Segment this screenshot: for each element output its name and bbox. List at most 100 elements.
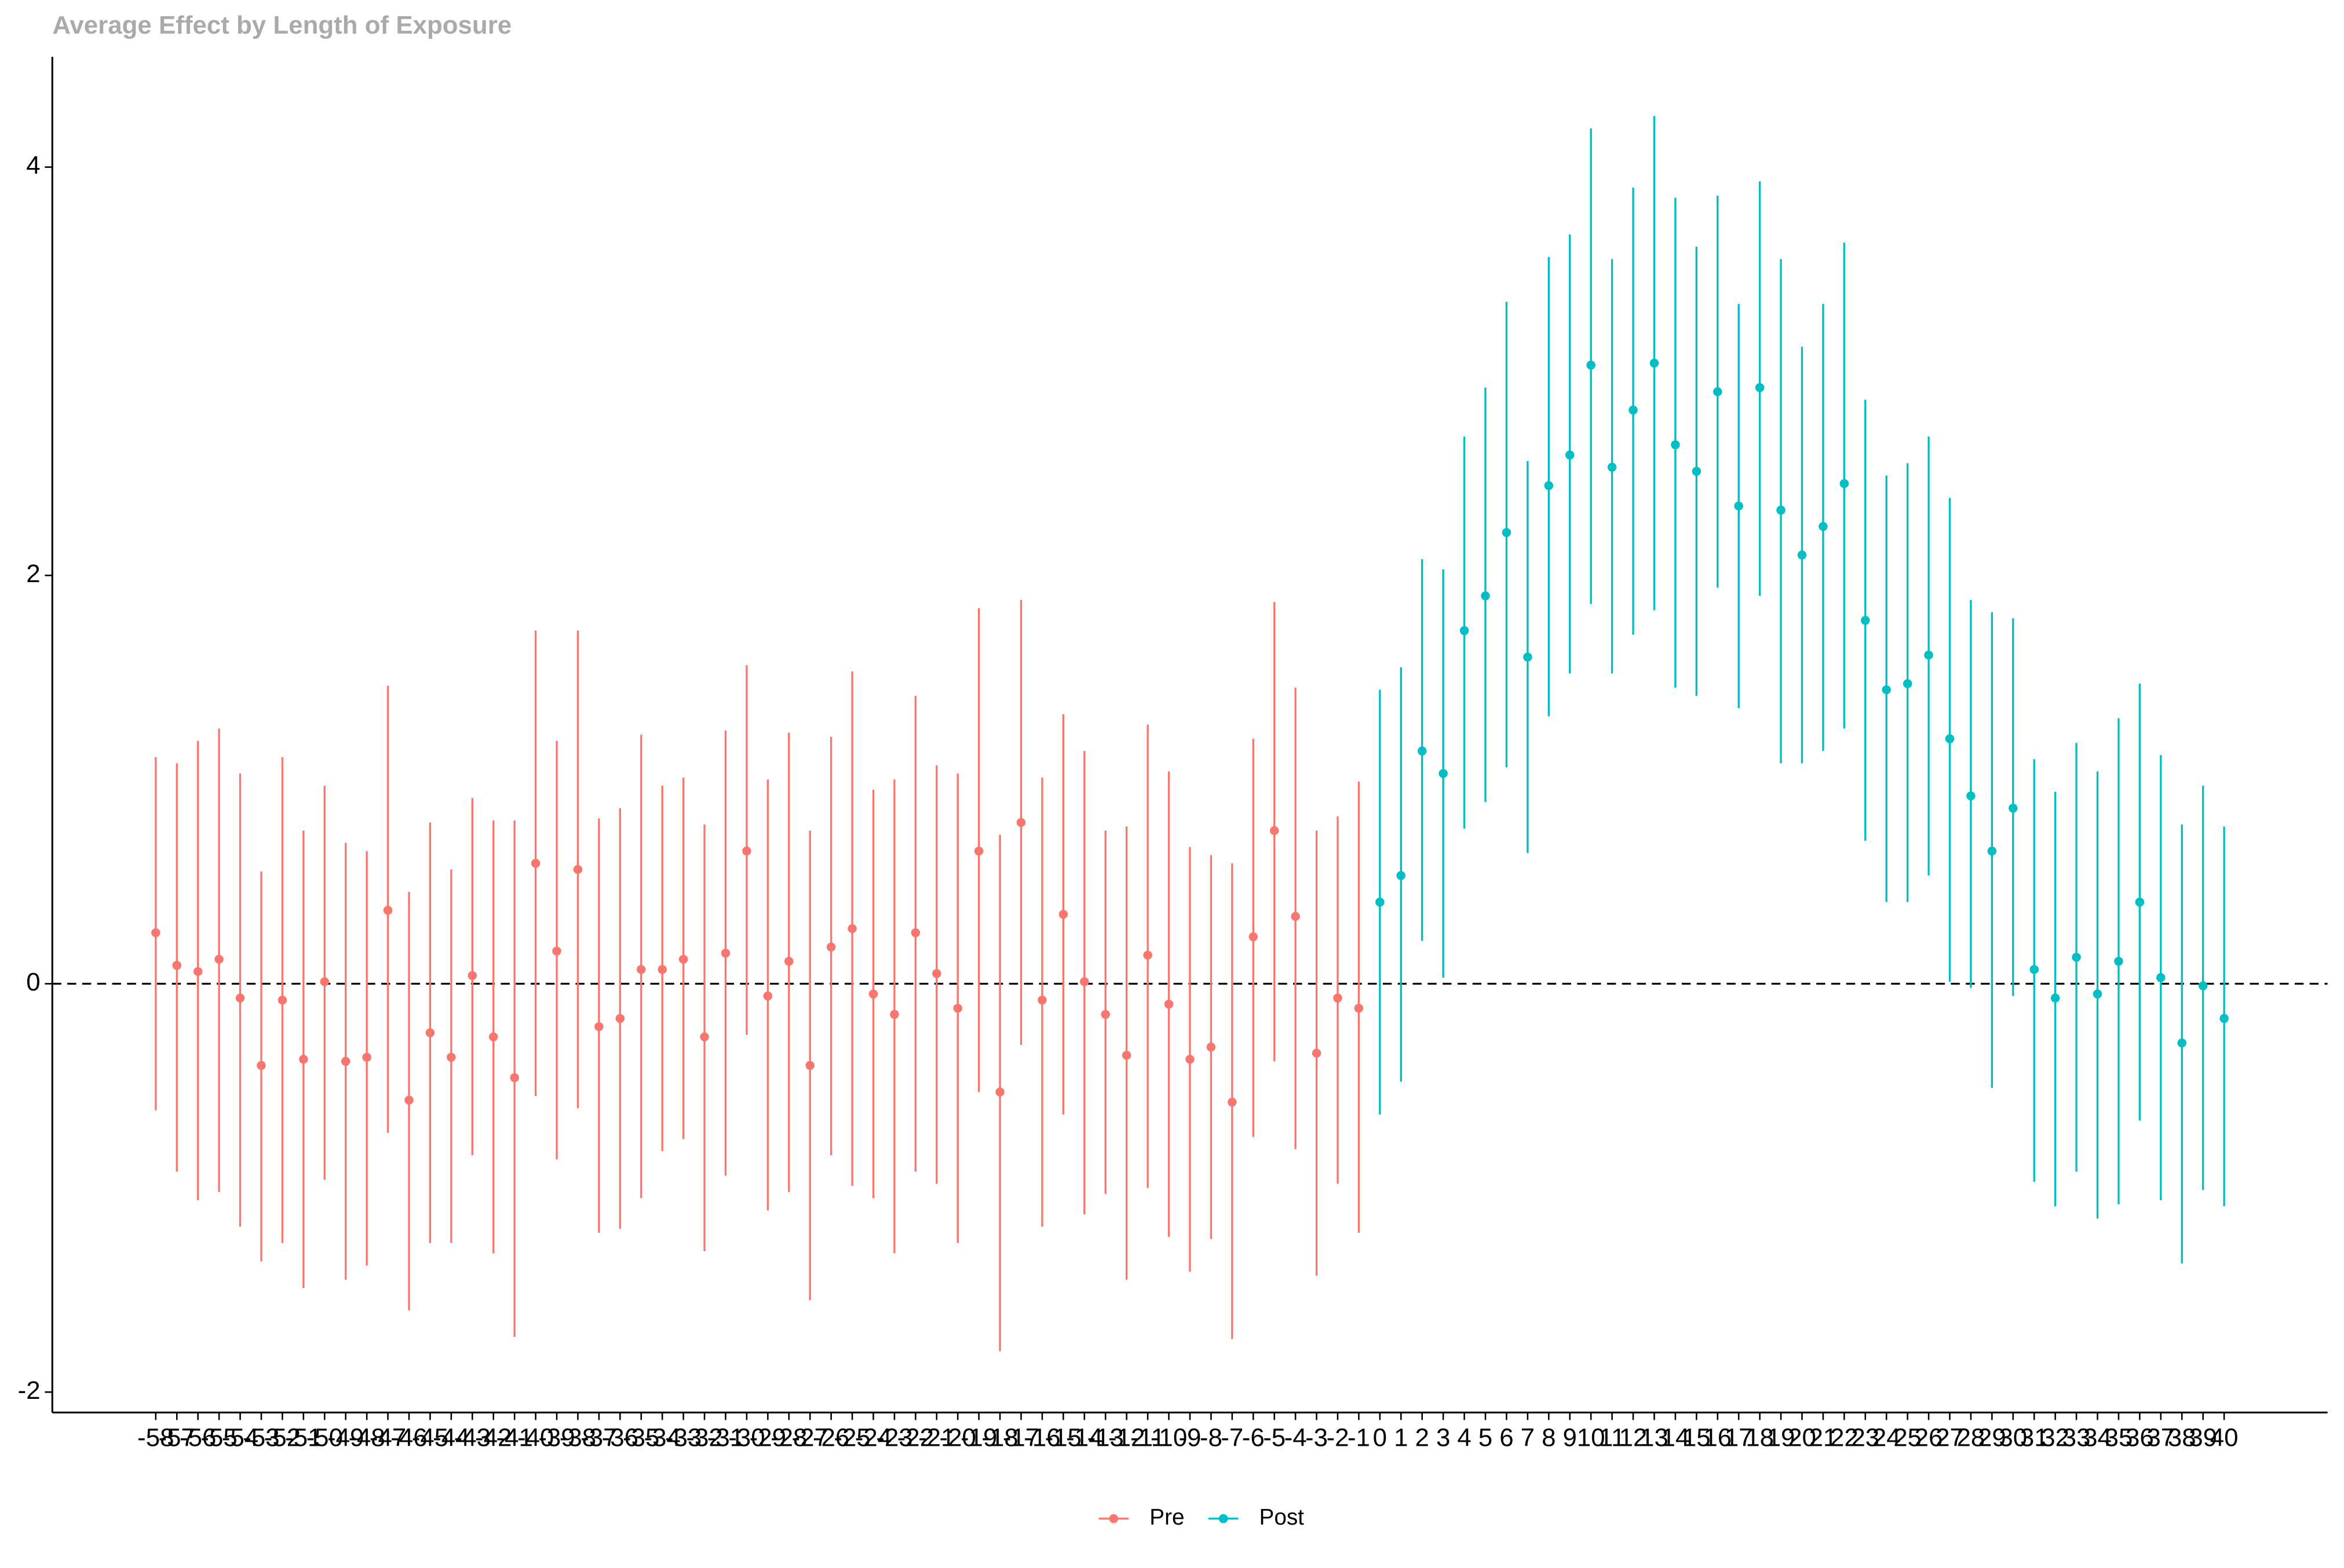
point: [510, 1073, 519, 1083]
x-tick-label: -7: [1221, 1424, 1243, 1452]
x-tick-label: -54: [222, 1424, 258, 1452]
x-tick-label: 13: [1640, 1424, 1668, 1452]
x-tick-label: -33: [665, 1424, 702, 1452]
x-tick-label: 9: [1563, 1424, 1577, 1452]
x-tick-label: -20: [940, 1424, 976, 1452]
x-tick-label: -25: [834, 1424, 870, 1452]
x-tick-label: 31: [2020, 1424, 2049, 1452]
point: [2072, 952, 2081, 962]
point: [1692, 466, 1702, 476]
x-tick-label: -37: [580, 1424, 617, 1452]
point: [1713, 387, 1722, 396]
x-tick-label: 29: [1978, 1424, 2006, 1452]
x-tick-label: -41: [496, 1424, 532, 1452]
x-tick-label: -4: [1284, 1424, 1307, 1452]
x-tick-label: 34: [2083, 1424, 2112, 1452]
x-tick-label: -43: [454, 1424, 491, 1452]
point: [826, 942, 836, 952]
x-tick-label: 37: [2146, 1424, 2175, 1452]
point: [658, 964, 667, 974]
point: [1206, 1042, 1216, 1052]
y-tick-label: 4: [26, 151, 40, 180]
point: [615, 1014, 625, 1024]
point: [468, 971, 477, 981]
x-tick-label: 11: [1599, 1424, 1626, 1452]
point: [637, 964, 646, 974]
point: [488, 1032, 498, 1041]
point: [447, 1052, 456, 1062]
point: [932, 968, 941, 978]
point: [805, 1061, 815, 1070]
point: [1058, 909, 1068, 919]
x-tick-label: -26: [813, 1424, 849, 1452]
point: [2198, 981, 2208, 990]
x-tick-label: -42: [475, 1424, 512, 1452]
point: [1544, 481, 1554, 491]
point: [890, 1010, 899, 1019]
x-tick-label: 10: [1577, 1424, 1605, 1452]
point: [1481, 591, 1490, 601]
point: [320, 977, 330, 986]
x-tick-label: 17: [1725, 1424, 1753, 1452]
point: [1185, 1055, 1195, 1064]
x-tick-label: 7: [1521, 1424, 1535, 1452]
x-tick-label: 21: [1809, 1424, 1838, 1452]
point: [594, 1022, 604, 1032]
point: [1333, 993, 1342, 1003]
point: [1565, 450, 1575, 460]
x-tick-label: 3: [1436, 1424, 1450, 1452]
x-tick-label: 32: [2041, 1424, 2069, 1452]
point: [678, 955, 688, 964]
x-tick-label: 30: [1999, 1424, 2027, 1452]
legend-label: Post: [1259, 1505, 1305, 1530]
x-tick-label: -8: [1200, 1424, 1222, 1452]
point: [2029, 964, 2039, 974]
x-tick-label: -2: [1326, 1424, 1349, 1452]
x-tick-label: -30: [728, 1424, 765, 1452]
x-tick-label: 35: [2105, 1424, 2133, 1452]
x-tick-label: 1: [1394, 1424, 1408, 1452]
point: [1080, 977, 1089, 986]
point: [1734, 501, 1743, 511]
chart-title: Average Effect by Length of Exposure: [52, 11, 512, 39]
x-tick-label: -14: [1066, 1424, 1102, 1452]
point: [700, 1032, 709, 1041]
x-tick-label: 19: [1767, 1424, 1795, 1452]
point: [2135, 897, 2145, 907]
point: [1945, 734, 1955, 744]
x-tick-label: -13: [1087, 1424, 1124, 1452]
point: [257, 1061, 266, 1070]
x-tick-label: 39: [2189, 1424, 2217, 1452]
x-tick-label: -39: [538, 1424, 575, 1452]
x-tick-label: -45: [412, 1424, 448, 1452]
point: [383, 905, 393, 915]
point: [784, 956, 794, 966]
point: [1861, 616, 1870, 625]
x-tick-label: -56: [180, 1424, 216, 1452]
point: [1375, 897, 1385, 907]
point: [848, 924, 857, 933]
point: [2093, 989, 2102, 999]
point: [278, 995, 287, 1005]
point: [1228, 1098, 1237, 1107]
point: [1101, 1010, 1110, 1019]
x-tick-label: -47: [370, 1424, 406, 1452]
point: [1776, 505, 1786, 515]
x-tick-label: -32: [686, 1424, 722, 1452]
point: [1164, 999, 1174, 1009]
point: [1586, 360, 1595, 370]
point: [995, 1087, 1005, 1096]
x-tick-label: 12: [1619, 1424, 1648, 1452]
point: [1966, 791, 1976, 801]
x-tick-label: 16: [1703, 1424, 1732, 1452]
point: [299, 1055, 308, 1064]
x-tick-label: 24: [1872, 1424, 1901, 1452]
point: [868, 989, 878, 999]
x-tick-label: -21: [918, 1424, 955, 1452]
x-tick-label: -17: [1003, 1424, 1039, 1452]
point: [2009, 803, 2018, 813]
x-tick-label: -49: [327, 1424, 364, 1452]
point: [362, 1052, 371, 1062]
point: [425, 1028, 435, 1037]
